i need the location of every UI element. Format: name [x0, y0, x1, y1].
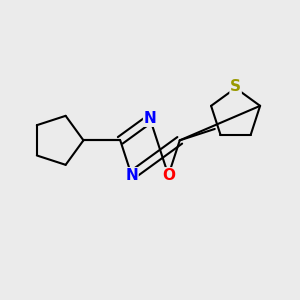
- Text: O: O: [162, 168, 175, 183]
- Text: N: N: [144, 111, 156, 126]
- Text: N: N: [125, 168, 138, 183]
- Text: S: S: [230, 79, 241, 94]
